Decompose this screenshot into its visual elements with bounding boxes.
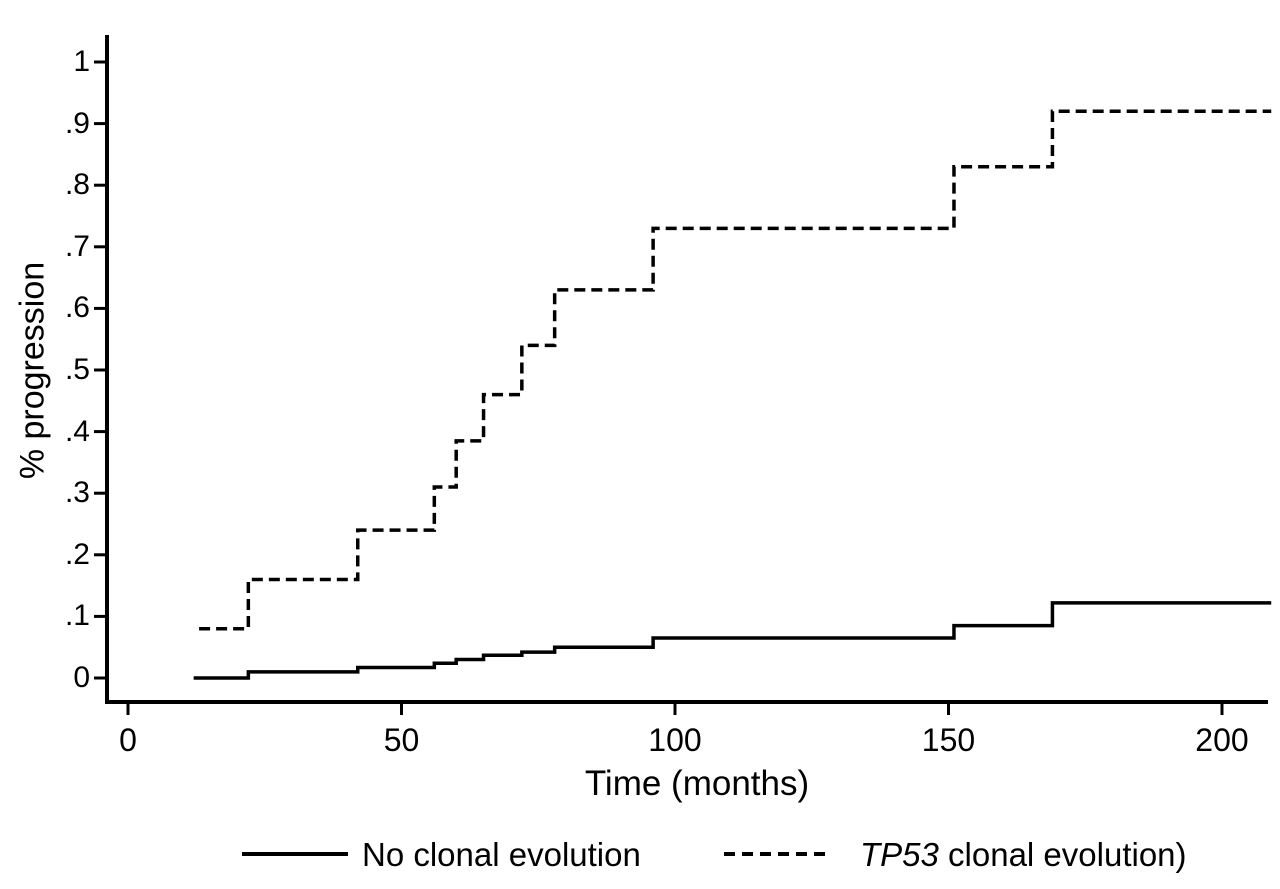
y-tick-label: .6	[64, 291, 90, 325]
y-tick-label: .2	[64, 537, 90, 571]
y-tick-label: .1	[64, 599, 90, 633]
legend-label-tp53-italic: TP53	[860, 836, 939, 873]
x-tick-label: 100	[648, 722, 702, 758]
x-tick-label: 150	[921, 722, 976, 758]
legend-label-tp53-rest: clonal evolution)	[938, 836, 1187, 873]
y-tick-label: .7	[64, 229, 90, 263]
y-tick-label: .3	[64, 476, 90, 510]
legend-label-tp53-clonal-evolution: TP53 clonal evolution)	[860, 835, 1187, 875]
legend-swatch-dashed-line	[724, 852, 832, 856]
legend-swatch-solid-line	[242, 852, 348, 856]
legend-label-no-clonal-evolution: No clonal evolution	[362, 836, 641, 873]
series-line-no-clonal-evolution	[193, 601, 1272, 680]
x-tick-label: 0	[119, 722, 137, 758]
y-tick-label: .9	[64, 106, 90, 140]
y-tick-label: .5	[64, 353, 90, 386]
y-tick-label: 1	[73, 45, 90, 78]
series-line-tp53-clonal-evolution	[199, 109, 1272, 631]
x-tick-label: 200	[1195, 722, 1249, 758]
x-axis-title: Time (months)	[584, 764, 810, 803]
x-tick-label: 50	[383, 722, 420, 758]
y-tick-label: 0	[73, 661, 90, 694]
y-axis-title: % progression	[13, 261, 52, 480]
y-tick-label: .8	[64, 168, 90, 202]
y-tick-label: .4	[64, 414, 90, 448]
